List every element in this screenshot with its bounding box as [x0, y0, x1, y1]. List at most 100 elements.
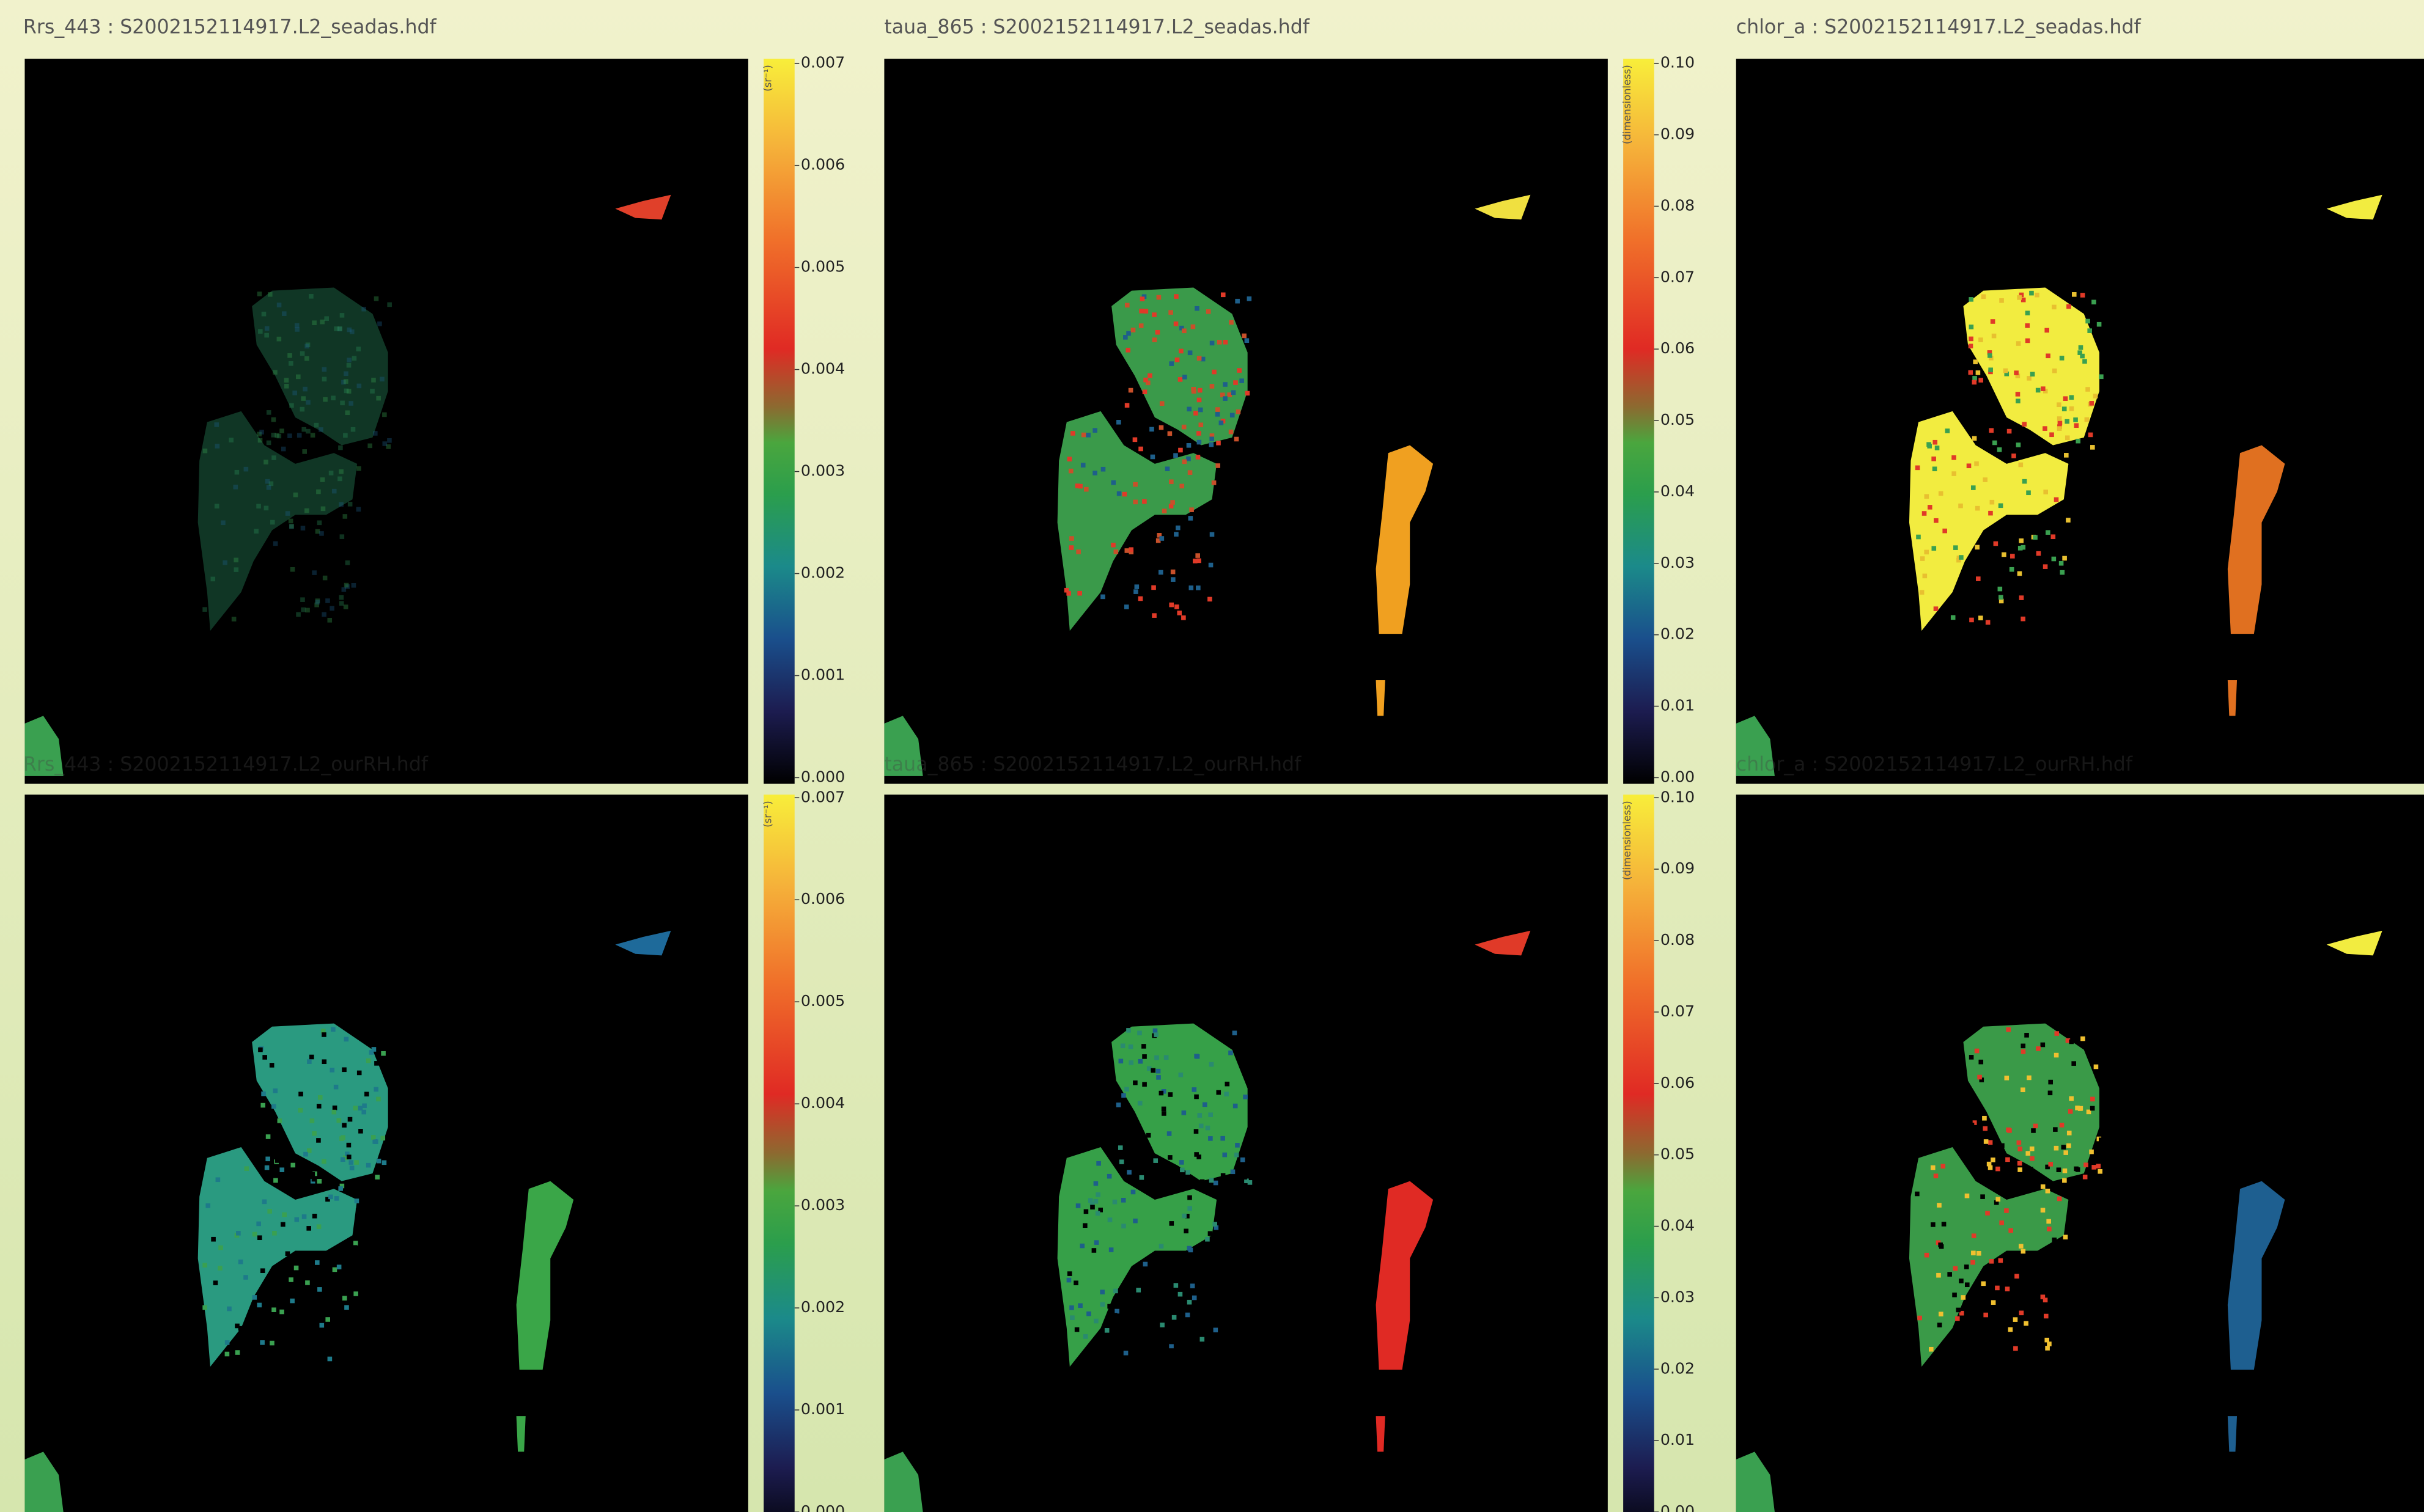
pixel	[1152, 613, 1157, 618]
colorbar-tick-label: 0.04	[1660, 482, 1695, 500]
pixel	[2097, 322, 2102, 327]
colorbar-tick-label: 0.004	[801, 1094, 845, 1112]
colorbar	[1623, 795, 1654, 1512]
pixel	[289, 361, 293, 366]
pixel	[1931, 546, 1936, 551]
pixel	[304, 508, 309, 513]
pixel	[344, 604, 348, 609]
pixel	[1067, 1271, 1072, 1276]
pixel	[225, 1340, 230, 1345]
pixel	[1176, 526, 1181, 530]
pixel	[1982, 1116, 1987, 1121]
pixel	[2080, 1037, 2085, 1041]
colorbar-tick-label: 0.09	[1660, 125, 1695, 143]
pixel	[2090, 445, 2095, 450]
pixel	[1225, 1082, 1229, 1087]
pixel	[1971, 1250, 1976, 1255]
pixel	[1196, 455, 1201, 460]
pixel	[1135, 584, 1140, 589]
pixel	[1090, 1205, 1095, 1209]
pixel	[1069, 469, 1074, 474]
pixel	[1977, 1075, 1982, 1080]
pixel	[268, 292, 273, 297]
pixel	[329, 471, 334, 475]
pixel	[2060, 1322, 2065, 1327]
pixel	[2063, 396, 2068, 401]
pixel	[1981, 1282, 1986, 1286]
pixel	[1138, 1101, 1143, 1106]
pixel	[1195, 553, 1200, 558]
pixel	[2082, 359, 2087, 364]
pixel	[2066, 1143, 2071, 1148]
pixel	[271, 455, 276, 460]
pixel	[1209, 1062, 1214, 1067]
pixel	[364, 1092, 369, 1096]
pixel	[2016, 398, 2021, 403]
pixel	[2093, 394, 2098, 398]
pixel	[1947, 1272, 1952, 1277]
pixel	[257, 1303, 262, 1308]
pixel	[311, 433, 315, 438]
pixel	[1179, 484, 1184, 489]
colorbar-tick-label: 0.03	[1660, 554, 1695, 571]
pixel	[2054, 497, 2059, 502]
pixel	[1992, 441, 1997, 446]
pixel	[354, 1160, 359, 1165]
pixel	[290, 1355, 295, 1360]
pixel	[1173, 453, 1178, 458]
pixel	[357, 1071, 362, 1076]
pixel	[1932, 466, 1937, 471]
pixel	[2064, 453, 2069, 458]
pixel	[1185, 1170, 1190, 1175]
pixel	[1169, 603, 1174, 607]
pixel	[1975, 506, 1980, 511]
pixel	[2022, 479, 2027, 484]
pixel	[279, 1167, 284, 1172]
pixel	[1156, 1069, 1161, 1074]
pixel	[267, 410, 271, 415]
pixel	[320, 477, 325, 482]
pixel	[1948, 1351, 1953, 1356]
pixel	[356, 347, 361, 351]
pixel	[289, 1277, 293, 1282]
pixel	[339, 595, 344, 600]
pixel	[293, 493, 298, 497]
pixel	[2079, 345, 2083, 350]
pixel	[1210, 384, 1215, 389]
pixel	[2045, 1346, 2050, 1351]
pixel	[1076, 1203, 1081, 1208]
pixel	[306, 1226, 311, 1231]
pixel	[1094, 1199, 1099, 1204]
pixel	[270, 1341, 274, 1346]
pixel	[1125, 348, 1130, 353]
pixel	[2019, 463, 2024, 468]
pixel	[1959, 555, 1964, 560]
pixel	[2017, 571, 2022, 576]
pixel	[1199, 422, 1204, 427]
pixel	[305, 608, 310, 613]
pixel	[1129, 1044, 1133, 1049]
colorbar-tick-label: 0.03	[1660, 1288, 1695, 1305]
pixel	[344, 389, 349, 394]
pixel	[1958, 504, 1963, 508]
pixel	[348, 401, 353, 406]
pixel	[1937, 1323, 1942, 1327]
pixel	[2083, 1162, 2088, 1167]
pixel	[361, 307, 366, 312]
pixel	[295, 327, 300, 332]
pixel	[344, 1037, 349, 1042]
pixel	[1162, 508, 1167, 513]
colorbar-tick-label: 0.002	[801, 563, 845, 581]
pixel	[1148, 373, 1152, 378]
pixel	[1234, 437, 1239, 442]
pixel	[2066, 304, 2071, 309]
pixel	[235, 1350, 240, 1355]
pixel	[2016, 442, 2021, 447]
pixel	[1127, 1170, 1132, 1175]
pixel	[348, 1160, 353, 1165]
pixel	[1169, 1344, 1174, 1349]
pixel	[1969, 618, 1974, 623]
pixel	[1138, 596, 1143, 601]
pixel	[275, 1158, 280, 1163]
pixel	[2030, 1147, 2035, 1151]
